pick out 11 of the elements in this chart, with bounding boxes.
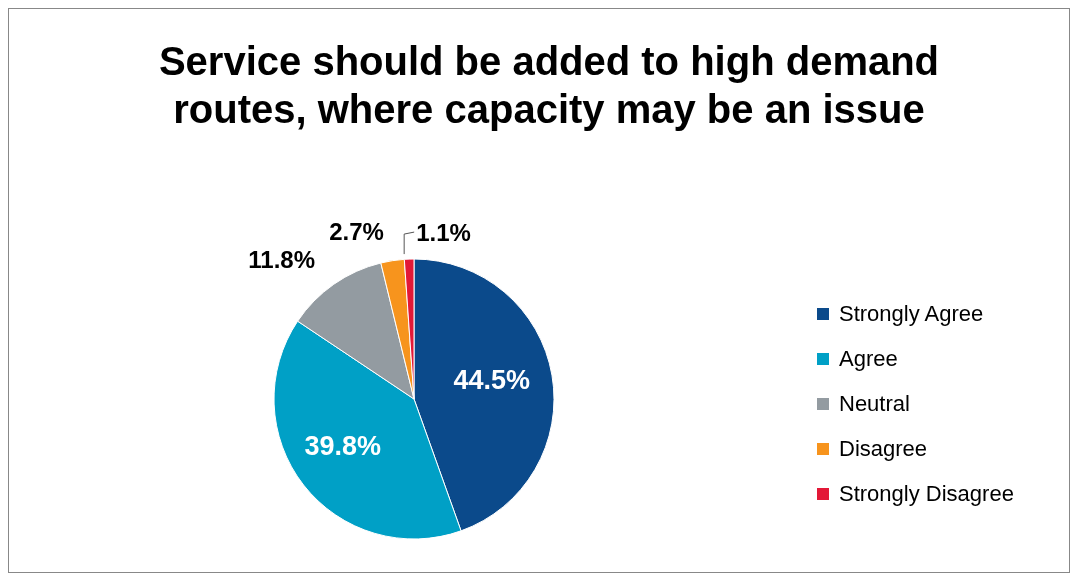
chart-title: Service should be added to high demand routes, where capacity may be an issue xyxy=(157,38,941,133)
data-label: 2.7% xyxy=(329,218,384,246)
data-label: 11.8% xyxy=(248,246,316,274)
legend-label: Agree xyxy=(839,345,898,372)
data-label: 44.5% xyxy=(453,364,531,395)
data-label: 39.8% xyxy=(304,430,382,461)
legend-label: Disagree xyxy=(839,435,928,462)
legend-label: Neutral xyxy=(839,390,910,417)
legend-label: Strongly Disagree xyxy=(839,480,1014,507)
legend-label: Strongly Agree xyxy=(839,300,984,327)
data-label: 1.1% xyxy=(416,218,471,246)
